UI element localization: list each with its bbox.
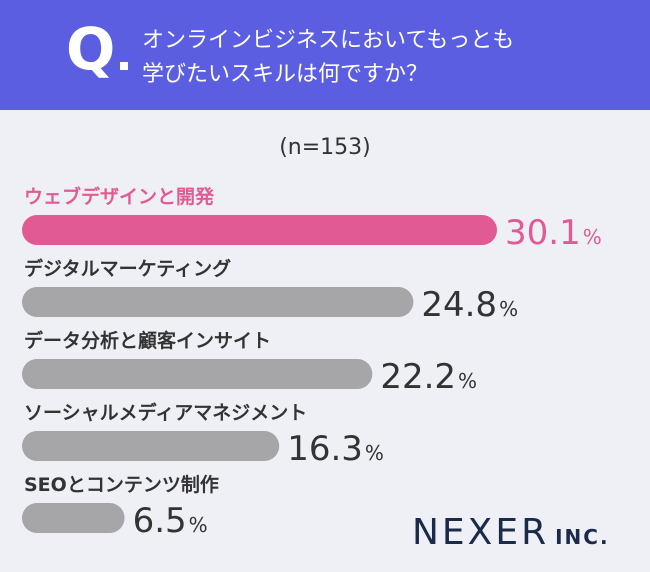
bar [22,359,373,389]
logo-name: NEXER [412,512,550,553]
value-label: 22.2% [380,357,477,397]
category-label: SEOとコンテンツ制作 [24,473,219,496]
question-line-1: オンラインビジネスにおいてもっとも [142,28,515,53]
value-label: 6.5% [133,501,208,541]
bar [22,503,125,533]
bar [22,215,497,245]
value-label: 24.8% [421,285,518,325]
q-mark: Q [66,15,116,83]
question-text: オンラインビジネスにおいてもっとも 学びたいスキルは何ですか？ [142,24,514,92]
category-label: デジタルマーケティング [24,257,231,280]
nexer-logo: NEXER INC. [412,512,610,553]
logo-suffix: INC. [555,525,610,549]
category-label: データ分析と顧客インサイト [24,329,271,352]
value-label: 30.1% [505,213,602,253]
sample-size: (n=153) [279,135,371,160]
category-label: ソーシャルメディアマネジメント [24,401,307,424]
value-label: 16.3% [287,429,384,469]
bar [22,287,414,317]
q-dot [120,62,128,70]
category-label: ウェブデザインと開発 [24,185,215,208]
bar [22,431,280,461]
question-header: Q オンラインビジネスにおいてもっとも 学びたいスキルは何ですか？ [0,0,650,110]
question-line-2: 学びたいスキルは何ですか？ [142,62,429,87]
